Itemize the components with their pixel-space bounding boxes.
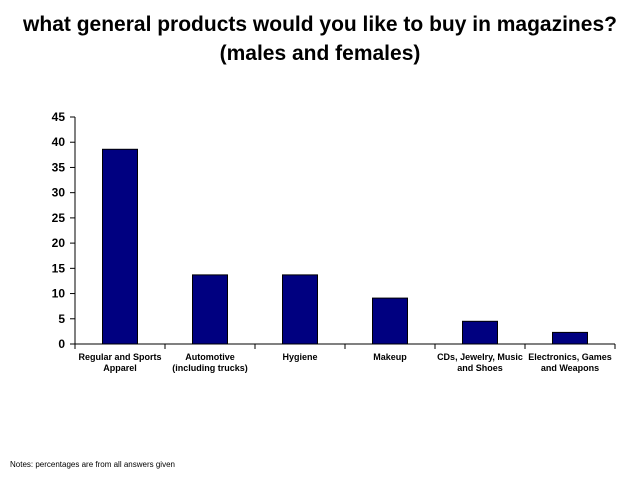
y-tick-label: 5 [58,312,65,326]
y-tick-label: 30 [52,186,66,200]
x-category-label: Hygiene [282,352,317,362]
bar [462,320,498,345]
chart-title: what general products would you like to … [0,10,640,68]
y-tick-label: 45 [52,110,66,124]
bar [282,274,318,345]
x-category-label: and Shoes [457,363,503,373]
bar [102,148,138,345]
y-tick-label: 20 [52,236,66,250]
y-tick-label: 25 [52,211,66,225]
y-tick-label: 35 [52,160,66,174]
x-category-label: and Weapons [541,363,599,373]
y-tick-label: 0 [58,337,65,351]
x-category-label: Makeup [373,352,407,362]
bar [552,331,588,345]
footnote: Notes: percentages are from all answers … [10,460,175,469]
x-category-label: Electronics, Games [528,352,612,362]
x-category-label: Automotive [185,352,235,362]
bar [372,297,408,345]
chart-title-line-2: (males and females) [219,42,421,65]
y-tick-label: 15 [52,261,66,275]
x-category-label: Regular and Sports [78,352,161,362]
x-category-label: (including trucks) [172,363,248,373]
chart-title-line-1: what general products would you like to … [23,13,617,36]
x-category-label: Apparel [103,363,137,373]
x-category-label: CDs, Jewelry, Music [437,352,523,362]
y-tick-label: 10 [52,287,66,301]
y-tick-label: 40 [52,135,66,149]
bar [192,274,228,345]
